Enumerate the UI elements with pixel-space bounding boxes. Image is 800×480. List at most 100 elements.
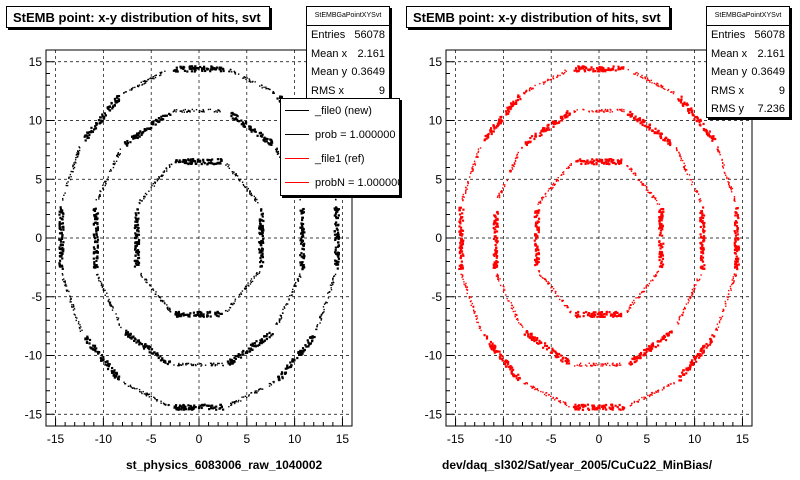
hit-point [302,228,305,231]
hit-point [208,158,211,162]
hit-point [643,352,646,355]
hit-point [458,225,461,228]
hit-point [552,78,555,80]
hit-point [694,356,698,359]
hit-point [702,228,705,231]
hit-point [335,221,338,224]
hit-point [466,292,468,295]
hit-point [268,331,271,334]
hit-point [610,313,613,316]
hit-point [74,161,76,163]
hit-point [262,241,265,244]
y-tick-label: -5 [431,290,442,304]
hit-point [107,179,109,181]
hit-point [238,296,240,298]
stats-box[interactable]: StEMBGaPointXYSvt Entries 56078 Mean x 2… [706,6,790,118]
hit-point [71,304,73,306]
hit-point [700,199,702,202]
hit-point [266,333,269,336]
hit-point [495,256,498,259]
hit-point [230,303,233,305]
hit-point [537,226,540,229]
hit-point [462,199,464,201]
hit-point [147,393,150,396]
hit-point [673,382,675,385]
hit-point [69,299,72,301]
hit-point [163,114,166,118]
hit-point [134,388,136,390]
hit-point [298,353,301,356]
hit-point [168,112,171,116]
hit-point [461,229,465,232]
hit-point [60,218,63,221]
hit-point [255,340,258,343]
hit-point [691,294,693,297]
hit-point [513,165,515,168]
hit-point [694,287,696,290]
hit-point [96,238,100,241]
hit-point [59,208,62,211]
hit-point [461,212,464,215]
hit-point [573,69,576,72]
hit-point [255,390,258,392]
hit-point [248,193,251,195]
hit-point [700,255,703,258]
hit-point [86,335,89,338]
hit-point [260,342,263,345]
hit-point [153,396,155,398]
hit-point [473,310,475,312]
hit-point [672,92,675,95]
hit-point [75,319,77,322]
hit-point [131,336,134,339]
hit-point [100,358,103,362]
hit-point [193,67,196,70]
stats-meanx-row: Mean x 2.161 [707,45,789,64]
hit-point [660,208,663,211]
hit-point [661,224,664,227]
hit-point [552,182,555,185]
hit-point [631,357,634,360]
hit-point [202,158,205,161]
hit-point [678,319,681,321]
hit-point [204,69,207,73]
hit-point [215,405,218,408]
legend-box[interactable]: _file0 (new) prob = 1.000000 _file1 (ref… [280,98,400,196]
hit-point [77,153,79,155]
hit-point [77,321,80,323]
hit-point [612,312,616,315]
hit-point [659,340,662,343]
hit-point [69,296,72,298]
hit-point [511,366,514,369]
hit-point [599,311,602,314]
hit-point [608,163,611,166]
hit-point [637,179,639,181]
hit-point [102,356,105,359]
hit-point [641,396,643,399]
hit-point [535,225,538,228]
hit-point [610,109,612,111]
hit-point [711,334,714,337]
hit-point [551,347,554,350]
hit-point [175,109,178,111]
hit-point [58,213,61,216]
stats-meanx-label: Mean x [311,47,348,60]
hit-point [542,391,544,393]
hit-point [603,111,605,113]
hit-point [219,162,222,165]
hit-point [495,247,498,250]
hit-point [607,67,610,70]
hit-point [737,247,740,250]
hit-point [555,122,558,125]
hit-point [616,406,619,409]
hit-point [633,356,636,359]
hit-point [660,215,663,218]
hit-point [295,281,297,284]
hit-point [702,214,706,217]
hit-point [129,332,132,335]
hit-point [558,120,561,123]
hit-point [60,237,64,240]
hit-point [175,68,178,72]
hit-point [134,241,137,245]
hit-point [618,364,621,366]
hit-point [567,306,569,309]
